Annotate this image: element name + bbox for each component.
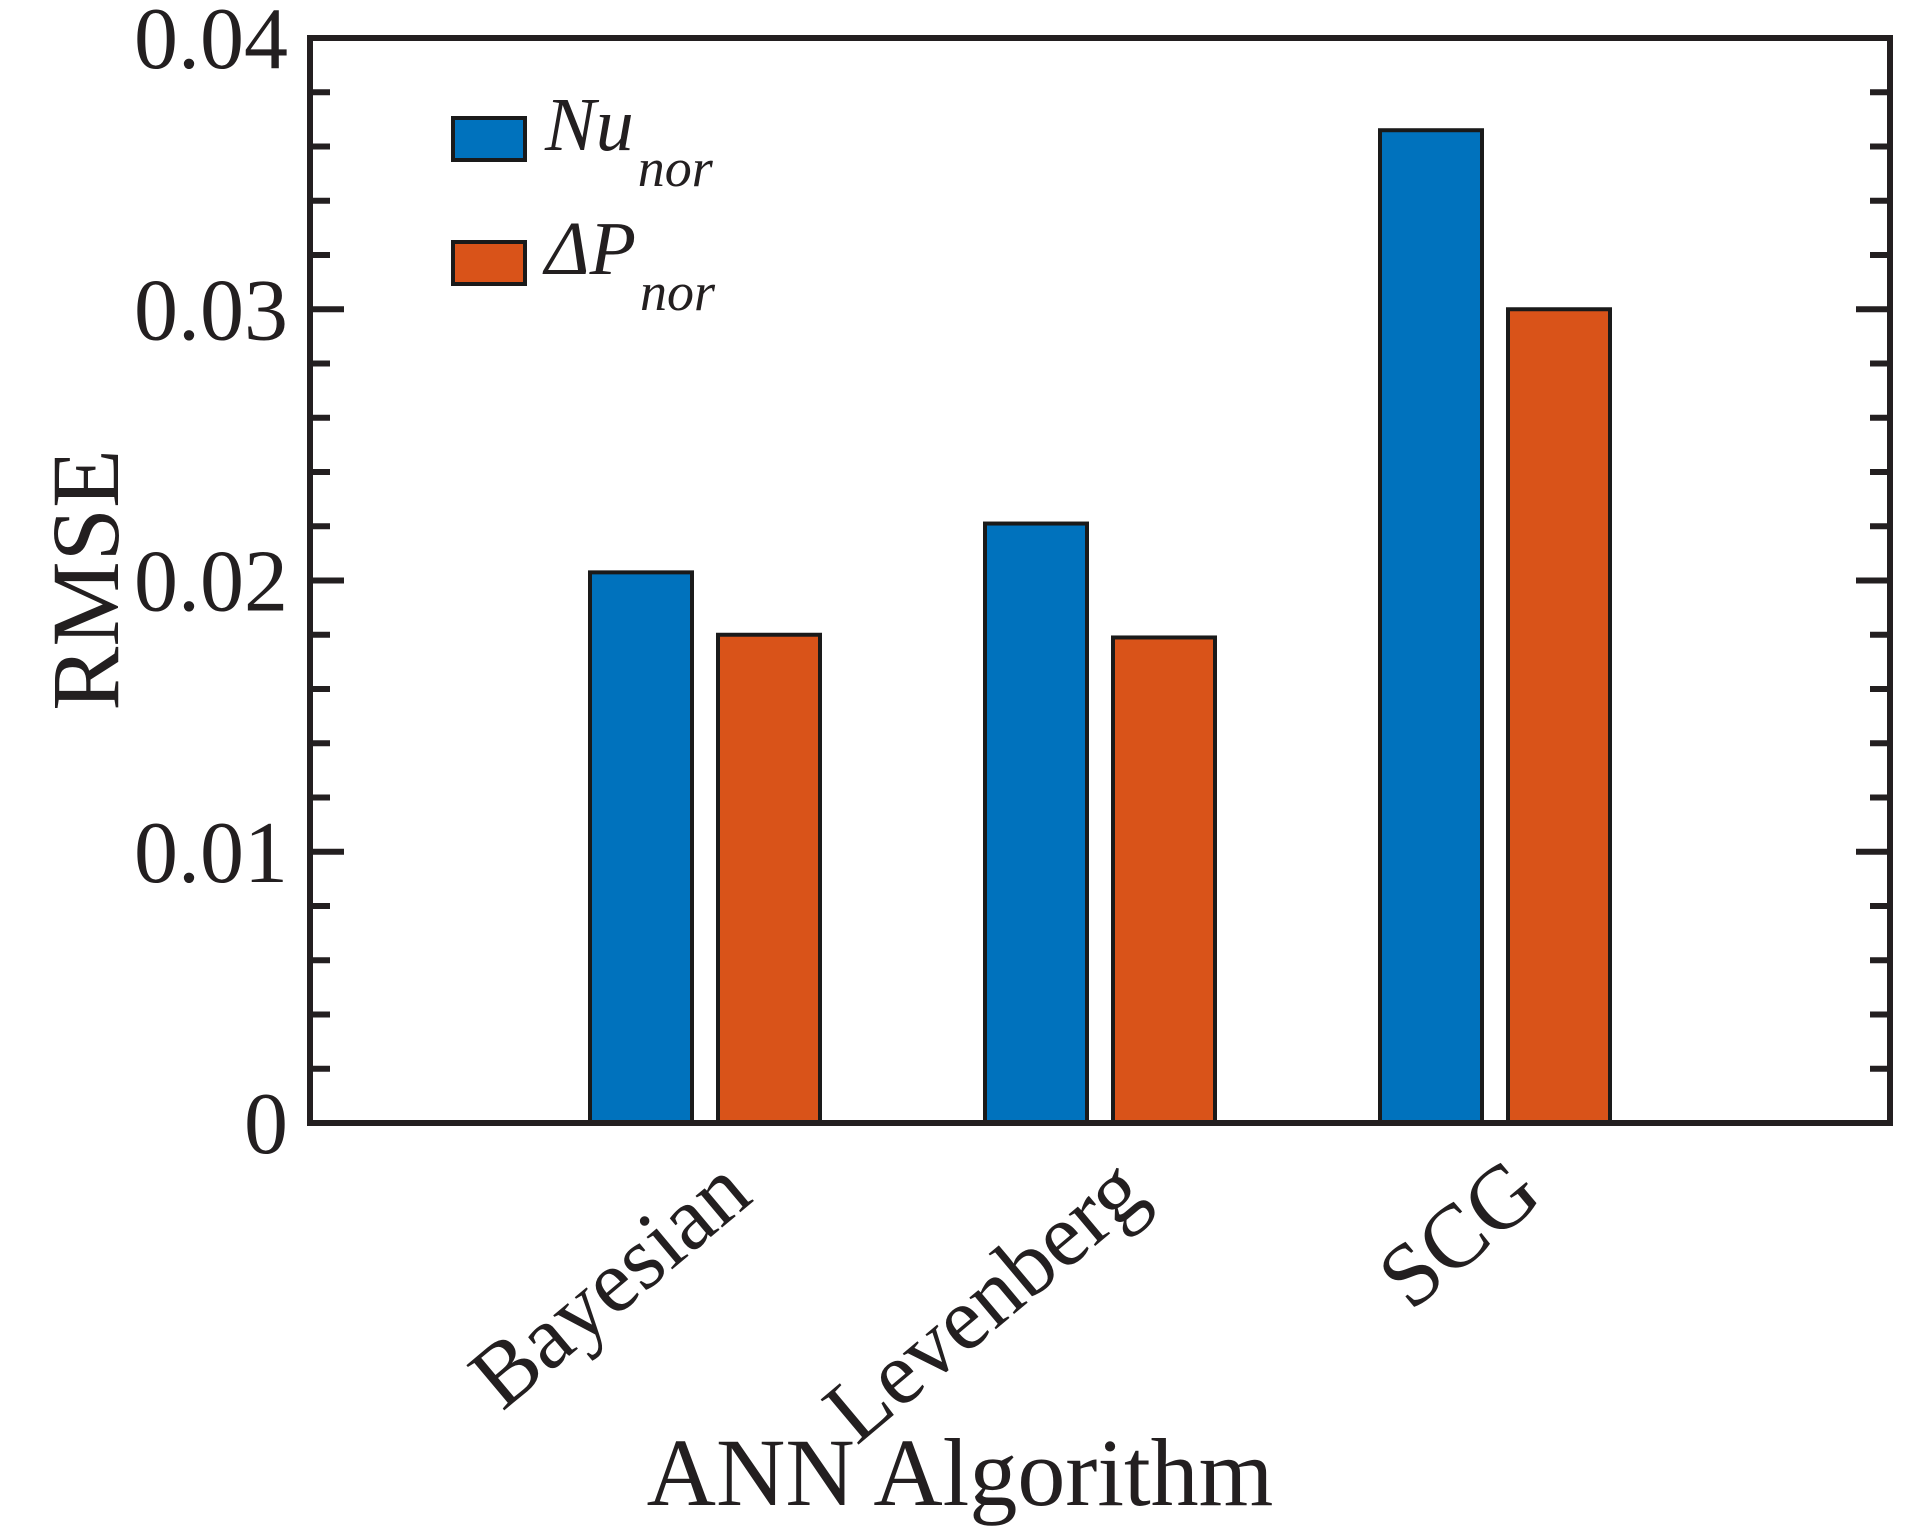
- bar-scg-series-1: [1378, 128, 1484, 1126]
- x-category-label: Bayesian: [451, 1139, 767, 1427]
- legend-label-dp: ΔPnor: [542, 207, 716, 322]
- legend-swatch-nu: [451, 116, 527, 162]
- y-tick-label: 0: [244, 1076, 288, 1173]
- legend: Nunor ΔPnor: [451, 83, 716, 322]
- tick-labels-layer: 0 0.01 0.02 0.03 0.04: [134, 0, 288, 1173]
- category-labels-layer: Bayesian Levenberg SCG: [451, 1139, 1557, 1461]
- y-axis-title: RMSE: [32, 449, 139, 710]
- legend-label-dp-sub: nor: [640, 262, 716, 322]
- legend-label-nu-main: Nu: [544, 83, 634, 167]
- bar-bayesian-series-2: [716, 632, 822, 1125]
- x-category-label: SCG: [1360, 1139, 1558, 1327]
- bars-layer: [588, 128, 1612, 1126]
- x-category-label: Levenberg: [806, 1139, 1163, 1461]
- legend-label-dp-main: ΔP: [542, 207, 636, 291]
- legend-label-nu-sub: nor: [638, 138, 714, 198]
- y-tick-label: 0.03: [134, 262, 288, 359]
- x-axis-title: ANN Algorithm: [647, 1419, 1274, 1526]
- y-tick-label: 0.02: [134, 534, 288, 631]
- y-tick-label: 0.04: [134, 0, 288, 88]
- bar-levenberg-series-1: [983, 521, 1089, 1125]
- bar-levenberg-series-2: [1111, 635, 1217, 1126]
- bar-bayesian-series-1: [588, 570, 694, 1125]
- y-tick-label: 0.01: [134, 805, 288, 902]
- legend-label-nu: Nunor: [544, 83, 714, 198]
- bar-scg-series-2: [1506, 307, 1612, 1125]
- axes-layer: [307, 35, 1893, 1126]
- plot-frame: [307, 35, 1893, 1126]
- legend-swatch-dp: [451, 240, 527, 286]
